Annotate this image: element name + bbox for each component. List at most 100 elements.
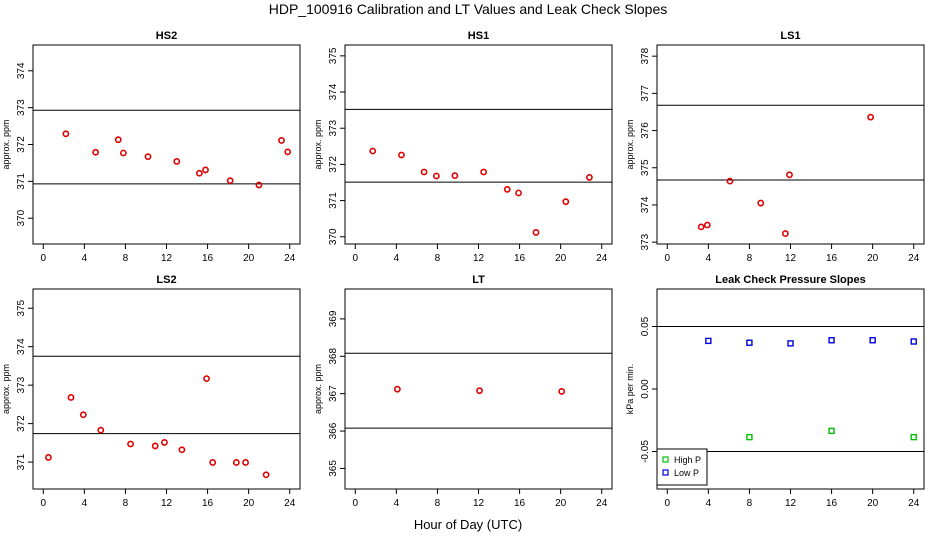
x-tick-label: 4 (706, 498, 712, 509)
plot-frame (32, 288, 301, 490)
data-point (209, 459, 217, 466)
y-tick-label: 371 (328, 192, 339, 209)
x-tick-label: 12 (473, 253, 485, 264)
legend-box (656, 448, 708, 486)
data-point (242, 459, 249, 466)
y-tick-label: 374 (328, 83, 339, 100)
data-point (114, 136, 122, 144)
data-point (828, 337, 835, 344)
x-tick-label: 8 (435, 253, 441, 264)
y-tick-label: -0.05 (640, 440, 651, 463)
y-tick-label: 366 (328, 422, 339, 439)
data-point (867, 113, 874, 121)
x-tick-label: 4 (82, 498, 88, 509)
y-axis-label: approx. ppm (625, 119, 635, 169)
x-tick-label: 20 (243, 253, 255, 264)
x-tick-label: 16 (202, 498, 214, 509)
y-axis-label: approx. ppm (313, 364, 323, 414)
panel-title: Leak Check Pressure Slopes (715, 274, 865, 286)
x-tick-label: 4 (394, 253, 400, 264)
x-tick-label: 0 (40, 498, 46, 509)
x-tick-label: 24 (284, 498, 296, 509)
data-point (127, 440, 134, 448)
y-tick-label: 371 (16, 173, 27, 190)
y-axis-label: approx. ppm (1, 364, 11, 414)
x-tick-label: 20 (867, 498, 879, 509)
y-tick-label: 372 (328, 156, 339, 173)
y-axis-label: approx. ppm (1, 119, 11, 169)
data-point (786, 171, 793, 179)
y-tick-label: 365 (328, 460, 339, 477)
data-point (45, 454, 52, 461)
x-tick-label: 24 (908, 498, 920, 509)
x-tick-label: 24 (596, 498, 608, 509)
data-point (119, 149, 127, 157)
x-tick-label: 0 (664, 253, 670, 264)
y-tick-label: 374 (16, 62, 27, 79)
plot-frame (32, 44, 301, 245)
data-point (173, 158, 181, 165)
x-tick-label: 4 (394, 498, 400, 509)
y-axis-label: kPa per min. (625, 364, 635, 415)
x-tick-label: 20 (555, 498, 567, 509)
data-point (255, 181, 263, 189)
data-point (178, 446, 186, 454)
data-point (398, 151, 405, 159)
y-tick-label: 369 (328, 310, 339, 327)
data-point (151, 442, 159, 450)
data-point (62, 130, 70, 138)
data-point (746, 339, 753, 346)
data-point (432, 172, 440, 180)
y-tick-label: 373 (16, 99, 27, 116)
panel-6: Leak Check Pressure Slopes 0 4 8 12 16 20 24 -0.… (625, 274, 925, 509)
data-point (787, 340, 794, 347)
data-point (503, 185, 511, 193)
x-tick-label: 0 (352, 498, 358, 509)
legend-marker (662, 456, 669, 463)
y-tick-label: 378 (640, 47, 651, 64)
data-point (781, 230, 789, 237)
data-point (910, 338, 917, 345)
data-point (828, 427, 835, 435)
y-tick-label: 375 (640, 159, 651, 176)
data-point (79, 411, 87, 419)
x-tick-label: 16 (826, 253, 838, 264)
x-tick-label: 12 (785, 253, 797, 264)
y-tick-label: 0.05 (640, 316, 651, 336)
y-tick-label: 374 (640, 196, 651, 213)
y-tick-label: 0.00 (640, 379, 651, 399)
y-tick-label: 372 (16, 415, 27, 432)
y-tick-label: 376 (640, 122, 651, 139)
data-point (562, 198, 570, 206)
x-tick-label: 24 (908, 253, 920, 264)
panel-3: LS1 0 4 8 12 16 20 24 373 374 375 376 377 378 approx. … (625, 30, 925, 264)
plot-frame (344, 44, 613, 245)
y-tick-label: 368 (328, 348, 339, 365)
x-tick-label: 12 (785, 498, 797, 509)
x-tick-label: 8 (747, 253, 753, 264)
data-point (195, 169, 203, 177)
data-point (705, 337, 712, 345)
y-tick-label: 372 (16, 136, 27, 153)
data-point (451, 172, 459, 180)
x-tick-label: 0 (352, 253, 358, 264)
data-point (515, 189, 522, 197)
x-tick-label: 12 (473, 498, 485, 509)
data-point (161, 439, 168, 446)
y-tick-label: 373 (640, 233, 651, 250)
y-tick-label: 367 (328, 385, 339, 402)
y-tick-label: 373 (328, 119, 339, 136)
legend-label: High P (674, 455, 701, 465)
x-tick-label: 16 (202, 253, 214, 264)
data-point (558, 388, 566, 395)
figure-title: HDP_100916 Calibration and LT Values and… (268, 1, 668, 17)
data-point (726, 177, 734, 185)
x-tick-label: 12 (161, 253, 173, 264)
x-tick-label: 4 (706, 253, 712, 264)
x-tick-label: 0 (664, 498, 670, 509)
data-point (202, 166, 209, 174)
x-tick-label: 16 (514, 498, 526, 509)
x-tick-label: 0 (40, 253, 46, 264)
x-tick-label: 8 (747, 498, 753, 509)
panel-title: LT (472, 274, 485, 286)
